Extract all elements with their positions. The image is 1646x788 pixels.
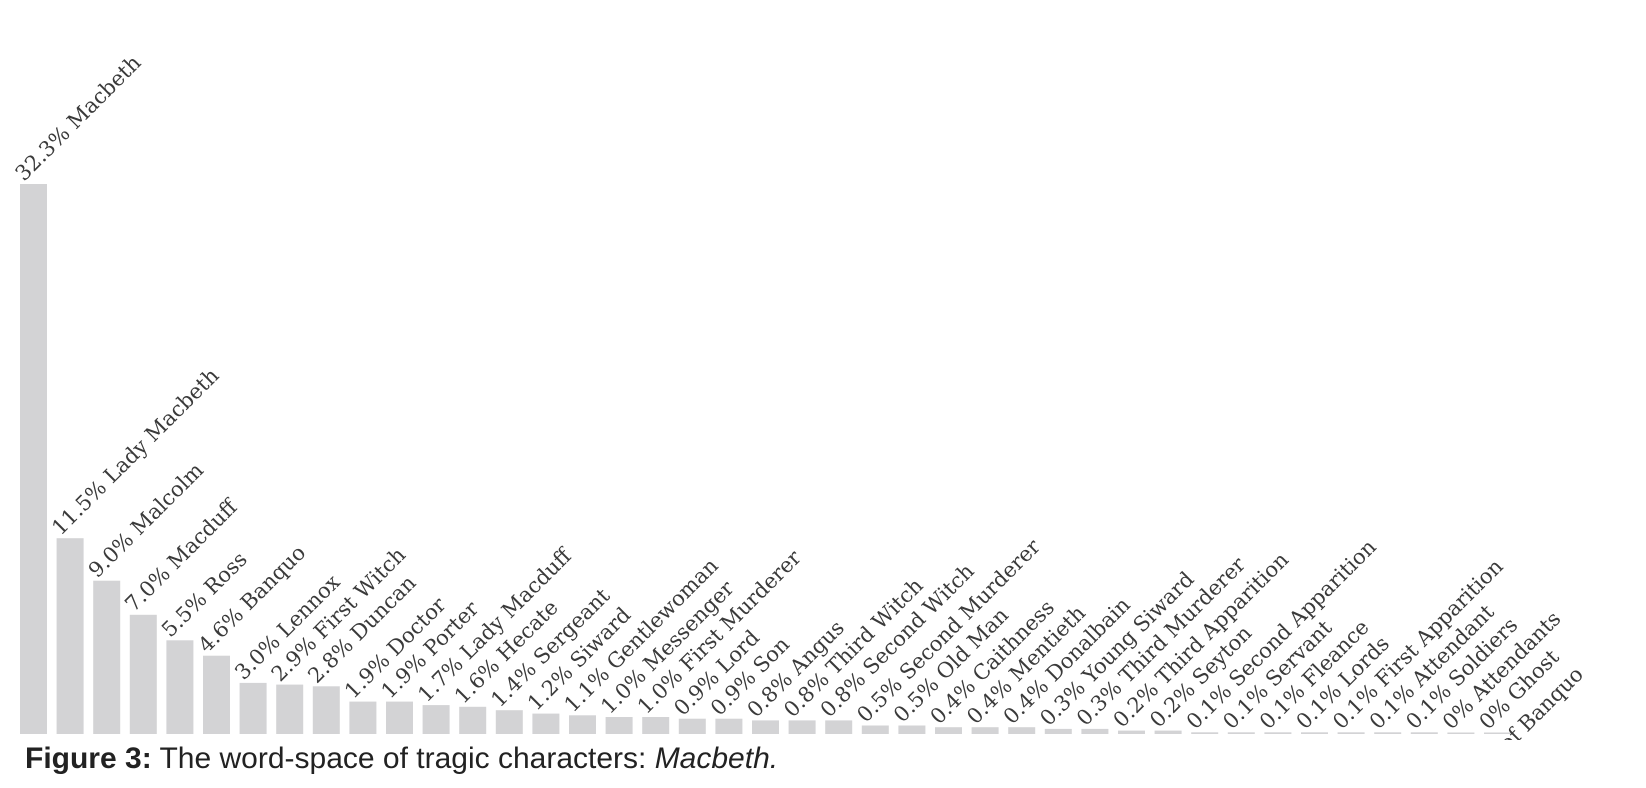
bar-second-apparition bbox=[1191, 732, 1218, 734]
bar-servant bbox=[1228, 732, 1255, 734]
bar-son bbox=[715, 719, 742, 734]
bar-third-witch bbox=[789, 720, 816, 734]
caption-figure-number: Figure 3: bbox=[25, 742, 152, 775]
bar-young-siward bbox=[1045, 729, 1072, 734]
bar-sergeant bbox=[496, 710, 523, 734]
bar-attendants bbox=[1447, 733, 1474, 735]
bar-third-apparition bbox=[1118, 731, 1145, 734]
bar-lord bbox=[679, 719, 706, 734]
bar-macbeth bbox=[20, 184, 47, 734]
bar-banquo bbox=[203, 656, 230, 734]
bar-second-murderer bbox=[862, 726, 889, 735]
bar-attendant bbox=[1374, 732, 1401, 734]
bar-ross bbox=[166, 640, 193, 734]
bar-seyton bbox=[1155, 731, 1182, 734]
bar-macduff bbox=[130, 615, 157, 734]
bar-gentlewoman bbox=[569, 715, 596, 734]
bar-first-apparition bbox=[1338, 732, 1365, 734]
bar-lady-macduff bbox=[423, 705, 450, 734]
bar-first-murderer bbox=[642, 717, 669, 734]
bar-lords bbox=[1301, 732, 1328, 734]
bar-siward bbox=[532, 714, 559, 734]
bar-donalbain bbox=[1008, 727, 1035, 734]
bar-mentieth bbox=[972, 727, 999, 734]
bar-first-witch bbox=[276, 685, 303, 734]
bar-second-witch bbox=[825, 720, 852, 734]
bar-third-murderer bbox=[1081, 729, 1108, 734]
bar-angus bbox=[752, 720, 779, 734]
bar-soldiers bbox=[1411, 732, 1438, 734]
caption-text: The word-space of tragic characters: bbox=[152, 742, 655, 775]
data-label: 32.3% Macbeth bbox=[11, 50, 146, 185]
bar-malcolm bbox=[93, 581, 120, 734]
bar-messenger bbox=[606, 717, 633, 734]
bar-lady-macbeth bbox=[57, 538, 84, 734]
caption-title: Macbeth. bbox=[655, 742, 778, 775]
bar-porter bbox=[386, 702, 413, 734]
bar-caithness bbox=[935, 727, 962, 734]
bar-old-man bbox=[898, 726, 925, 735]
bar-doctor bbox=[349, 702, 376, 734]
bar-hecate bbox=[459, 707, 486, 734]
bar-lennox bbox=[240, 683, 267, 734]
figure-caption: Figure 3: The word-space of tragic chara… bbox=[25, 742, 778, 776]
bar-fleance bbox=[1264, 732, 1291, 734]
bar-duncan bbox=[313, 686, 340, 734]
